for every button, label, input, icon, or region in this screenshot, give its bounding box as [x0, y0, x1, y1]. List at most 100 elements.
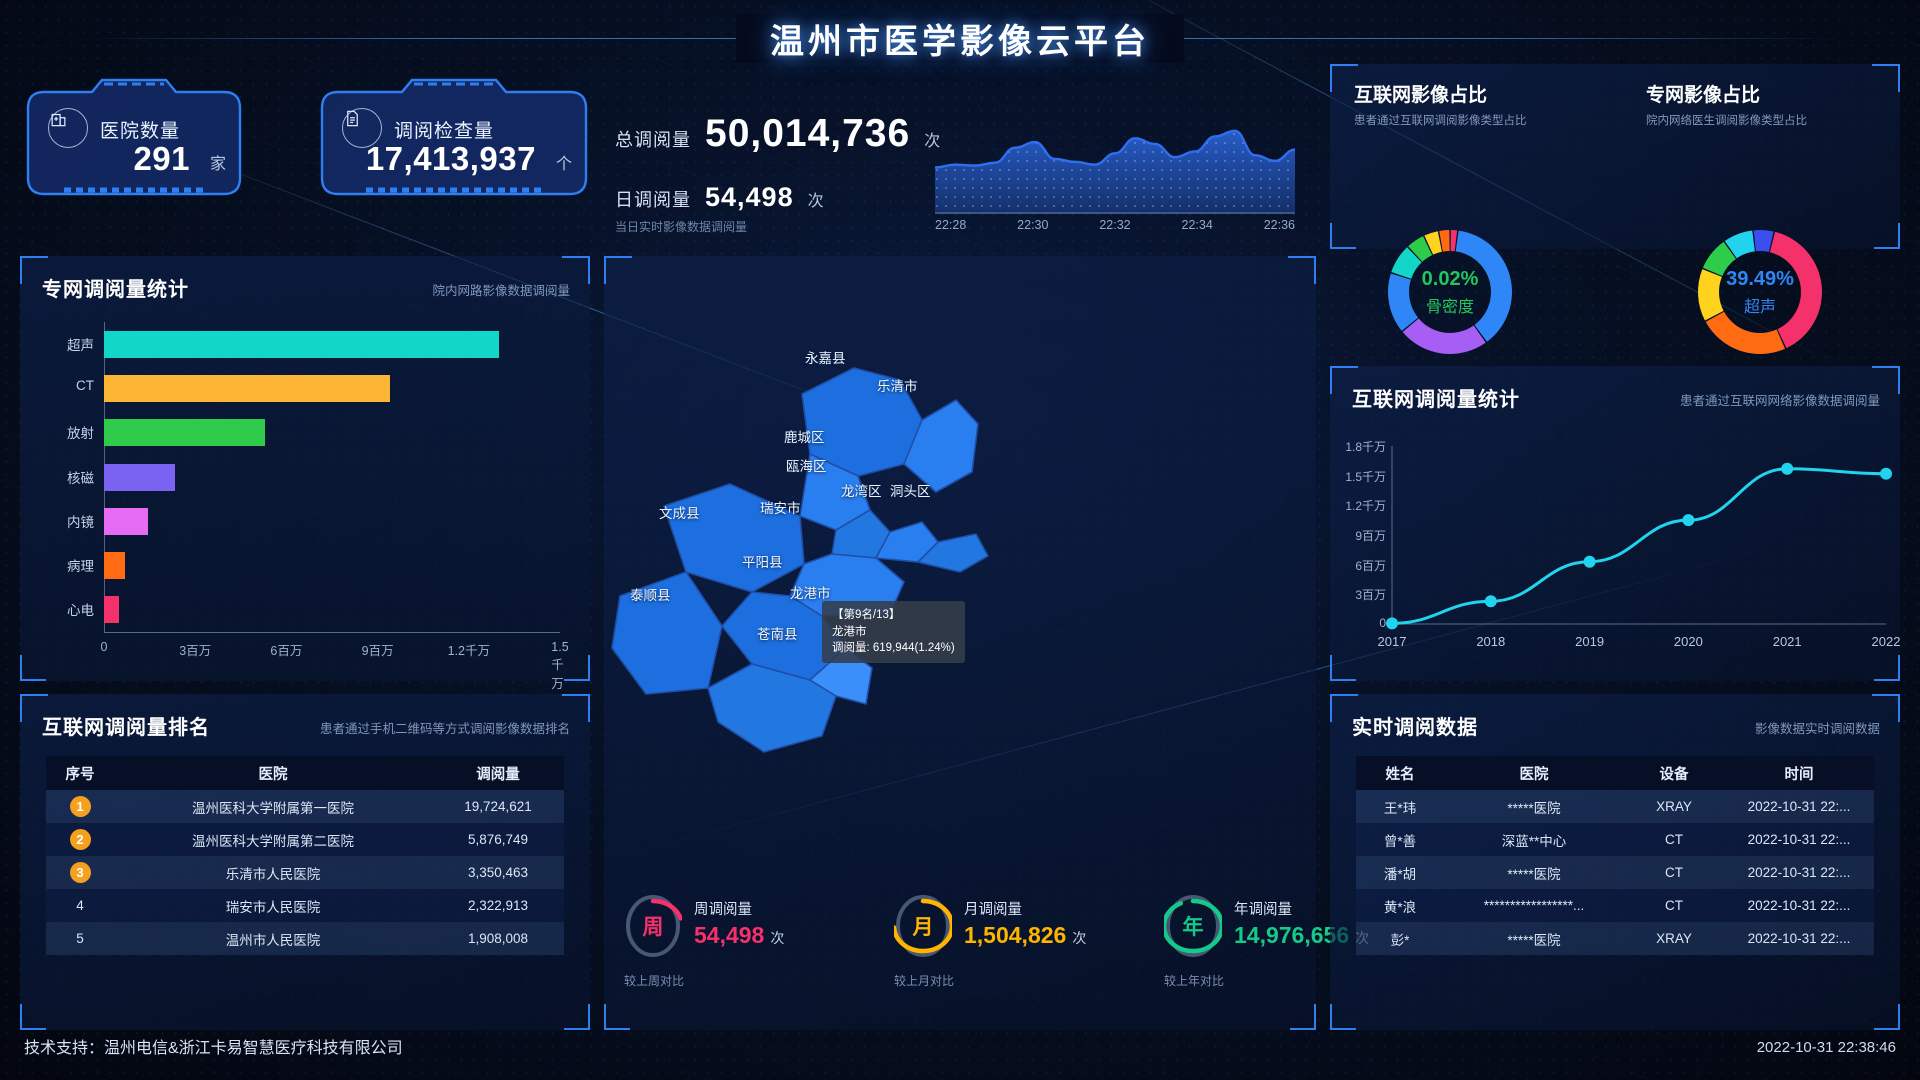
ranking-table-header: 序号 医院 调阅量 [46, 756, 564, 790]
donut-slice[interactable] [1388, 273, 1419, 331]
donut-slice[interactable] [1450, 230, 1458, 252]
panel-subtitle: 院内网络医生调阅影像类型占比 [1646, 115, 1807, 127]
map-region-label[interactable]: 永嘉县 [805, 351, 846, 366]
table-row[interactable]: 潘*胡 *****医院 CT 2022-10-31 22:... [1356, 856, 1874, 889]
rank-cell: 5 [76, 931, 84, 946]
table-row[interactable]: 王*玮 *****医院 XRAY 2022-10-31 22:... [1356, 790, 1874, 823]
kpi-card-hospitals[interactable]: 医院数量 291 家 [26, 78, 242, 196]
donut-slice[interactable] [1724, 230, 1755, 259]
realtime-table-header: 姓名 医院 设备 时间 [1356, 756, 1874, 790]
bar-row[interactable]: CT [76, 374, 560, 402]
map-region-label[interactable]: 洞头区 [890, 484, 931, 499]
bar-fill[interactable] [104, 596, 120, 624]
bar-category-label: 超声 [67, 337, 94, 353]
panel-title: 互联网影像占比 [1354, 85, 1488, 106]
bar-category-label: 核磁 [67, 470, 94, 486]
donut-slice[interactable] [1702, 241, 1736, 276]
map-region-label[interactable]: 鹿城区 [784, 430, 825, 445]
gauge-week[interactable]: 周 周调阅量 54,498 次较上周对比 [624, 892, 834, 992]
name-cell: 曾*善 [1383, 833, 1417, 849]
gauge-unit: 次 [770, 930, 785, 946]
line-chart-point[interactable] [1484, 595, 1497, 608]
donut-slice[interactable] [1705, 311, 1786, 354]
table-row[interactable]: 曾*善 深蓝**中心 CT 2022-10-31 22:... [1356, 823, 1874, 856]
kpi-frame [26, 78, 242, 196]
bar-fill[interactable] [104, 507, 149, 535]
donut-slice[interactable] [1391, 247, 1422, 279]
map-region-label[interactable]: 瑞安市 [760, 501, 801, 516]
kpi-value: 291 [133, 140, 190, 177]
column-header-time: 时间 [1784, 766, 1814, 783]
bar-row[interactable]: 病理 [67, 552, 560, 580]
private-image-donut[interactable]: 39.49% 超声 [1690, 222, 1830, 362]
sparkline-tick: 22:36 [1263, 218, 1295, 232]
bar-fill[interactable] [104, 463, 176, 491]
table-row[interactable]: 5 温州市人民医院 1,908,008 [46, 922, 564, 955]
line-chart-svg [1386, 446, 1892, 630]
line-chart-y-tick: 9百万 [1355, 529, 1386, 543]
table-row[interactable]: 2 温州医科大学附属第二医院 5,876,749 [46, 823, 564, 856]
gauge-period-char: 年 [1182, 916, 1204, 939]
donut-slice[interactable] [1408, 236, 1433, 262]
map-region-label[interactable]: 乐清市 [877, 379, 918, 394]
panel-subtitle: 患者通过互联网网络影像数据调阅量 [1679, 394, 1880, 408]
ranking-table: 序号 医院 调阅量 1 温州医科大学附属第一医院 19,724,621 2 温州医科大学… [46, 756, 564, 955]
table-row[interactable]: 3 乐清市人民医院 3,350,463 [46, 856, 564, 889]
map-region-label[interactable]: 瓯海区 [786, 459, 827, 474]
map-region-label[interactable]: 泰顺县 [630, 588, 671, 603]
bar-row[interactable]: 心电 [67, 596, 560, 624]
hospital-icon [48, 108, 88, 148]
map-region-label[interactable]: 龙港市 [790, 586, 831, 601]
daily-views-unit: 次 [807, 193, 824, 210]
donut-slice[interactable] [1769, 231, 1822, 349]
bar-row[interactable]: 核磁 [67, 463, 560, 491]
bar-row[interactable]: 放射 [67, 419, 560, 447]
map-region-label[interactable]: 文成县 [659, 506, 700, 521]
donut-slice[interactable] [1455, 230, 1512, 342]
map-region-label[interactable]: 苍南县 [757, 627, 798, 642]
bar-category-label: 放射 [67, 426, 94, 442]
donut-slice[interactable] [1753, 230, 1774, 252]
time-cell: 2022-10-31 22:... [1747, 865, 1851, 880]
table-row[interactable]: 4 瑞安市人民医院 2,322,913 [46, 889, 564, 922]
internet-image-donut[interactable]: 0.02% 骨密度 [1380, 222, 1520, 362]
line-chart-point[interactable] [1682, 514, 1695, 527]
table-row[interactable]: 黄*浪 *****************... CT 2022-10-31 22:.… [1356, 889, 1874, 922]
table-row[interactable]: 彭* *****医院 XRAY 2022-10-31 22:... [1356, 922, 1874, 955]
map-panel[interactable]: 永嘉县 乐清市 鹿城区 瓯海区 龙湾区 洞头区 文成县 瑞安市 平阳县 泰顺县 苍南县 龙港市 【第9… [604, 256, 1369, 1030]
line-chart-y-tick: 1.2千万 [1345, 499, 1386, 514]
donut-slice[interactable] [1698, 269, 1724, 321]
bar-fill[interactable] [104, 419, 266, 447]
line-chart-x-tick: 2022 [1871, 634, 1901, 649]
bar-x-tick: 9百万 [361, 644, 394, 658]
table-row[interactable]: 1 温州医科大学附属第一医院 19,724,621 [46, 790, 564, 823]
bar-fill[interactable] [104, 330, 500, 358]
device-cell: CT [1665, 898, 1683, 913]
donut-slice[interactable] [1402, 318, 1486, 354]
column-header-hospital: 医院 [1519, 766, 1549, 783]
kpi-card-exams[interactable]: 调阅检查量 17,413,937 个 [320, 78, 588, 196]
line-chart-point[interactable] [1880, 467, 1892, 480]
count-cell: 2,322,913 [467, 898, 529, 913]
line-chart-y-tick: 0 [1379, 616, 1386, 630]
bar-row[interactable]: 内镜 [67, 507, 560, 535]
column-header-count: 调阅量 [476, 766, 520, 783]
line-chart-point[interactable] [1583, 555, 1596, 568]
line-chart-point[interactable] [1781, 462, 1794, 475]
name-cell: 彭* [1390, 932, 1410, 948]
bar-row[interactable]: 超声 [67, 330, 560, 358]
map-region-label[interactable]: 平阳县 [742, 555, 783, 570]
donut-slice[interactable] [1424, 231, 1442, 255]
donut-slice[interactable] [1439, 230, 1450, 252]
line-chart-point[interactable] [1386, 617, 1398, 630]
daily-views-value: 54,498 [705, 182, 794, 212]
gauge-value: 54,498 次 [694, 922, 785, 948]
bar-fill[interactable] [104, 374, 390, 402]
bar-fill[interactable] [104, 552, 125, 580]
map-region-label[interactable]: 龙湾区 [841, 484, 882, 499]
gauge-month[interactable]: 月 月调阅量 1,504,826 次较上月对比 [894, 892, 1104, 992]
tooltip-region: 龙港市 [832, 625, 867, 638]
sparkline-x-axis: 22:28 22:30 22:32 22:34 22:36 [935, 218, 1295, 232]
gauge-ring [894, 895, 952, 957]
wenzhou-map[interactable] [604, 296, 1316, 876]
